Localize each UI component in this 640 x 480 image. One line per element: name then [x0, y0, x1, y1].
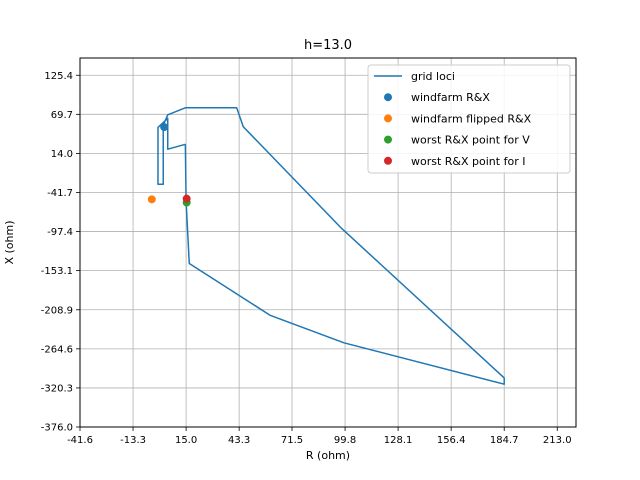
legend-entry-label: worst R&X point for V: [411, 134, 530, 147]
y-tick-label: 69.7: [51, 110, 73, 121]
legend-marker-dot: [384, 114, 392, 123]
x-tick-label: 184.7: [490, 435, 519, 446]
x-tick-label: -13.3: [120, 435, 146, 446]
x-tick-label: 43.3: [228, 435, 250, 446]
y-tick-label: -320.3: [41, 383, 73, 394]
x-axis-label: R (ohm): [306, 449, 350, 462]
chart-title: h=13.0: [304, 38, 352, 53]
legend: grid loci windfarm R&X windfarm flipped R&…: [367, 64, 571, 174]
y-tick-label: -41.7: [47, 188, 73, 199]
plot-area-series: [147, 107, 505, 385]
x-tick-label: 15.0: [175, 435, 197, 446]
x-tick-label: 71.5: [281, 435, 303, 446]
x-tick-label: 156.4: [437, 435, 466, 446]
y-tick-label: -153.1: [41, 266, 73, 277]
legend-marker-dot: [384, 93, 392, 102]
grid-loci-line: [157, 107, 505, 385]
x-tick-label: -41.6: [67, 435, 93, 446]
y-tick-label: -97.4: [47, 227, 73, 238]
scatter-point-2: [147, 195, 156, 204]
legend-entry-label: grid loci: [411, 70, 455, 83]
legend-entry-label: windfarm R&X: [411, 91, 490, 104]
y-tick-label: -264.6: [41, 344, 73, 355]
scatter-point-4: [182, 194, 191, 203]
legend-marker-dot: [384, 135, 392, 144]
y-tick-label: -208.9: [41, 305, 73, 316]
legend-entry-label: worst R&X point for I: [411, 155, 525, 168]
legend-box: [367, 64, 571, 174]
scatter-point-1: [160, 123, 169, 132]
plot-frame: [79, 57, 577, 428]
legend-marker-dot: [384, 156, 392, 165]
y-tick-label: 14.0: [51, 149, 73, 160]
y-axis-label: X (ohm): [3, 220, 16, 264]
y-tick-label: -376.0: [41, 423, 73, 434]
axes: -41.6 -13.3 15.0 43.3 71.5 99.8 128.1 156.4 184.…: [41, 71, 572, 446]
x-tick-label: 128.1: [384, 435, 413, 446]
legend-entry-label: windfarm flipped R&X: [411, 112, 532, 125]
y-tick-label: 125.4: [44, 71, 73, 82]
x-tick-label: 99.8: [334, 435, 356, 446]
x-tick-label: 213.0: [543, 435, 572, 446]
